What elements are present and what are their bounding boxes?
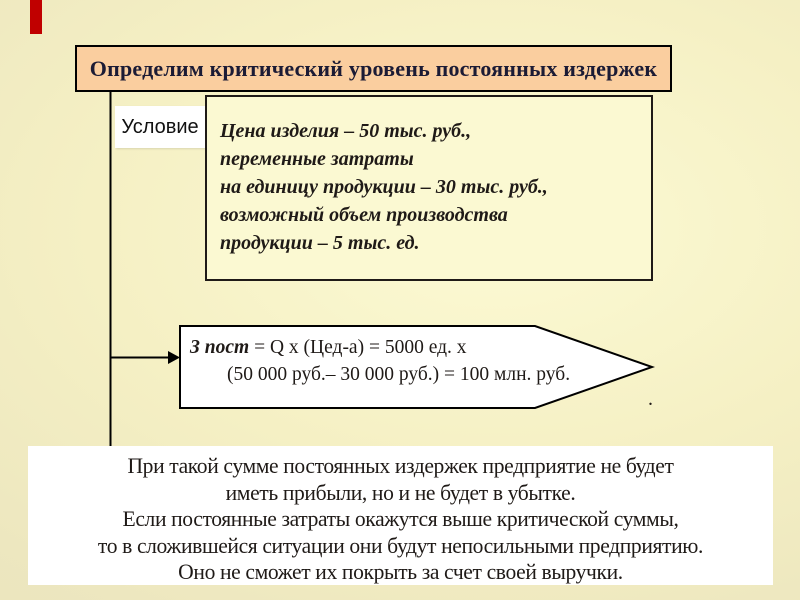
formula-line-1: З пост = Q х (Цед-а) = 5000 ед. х (190, 334, 620, 361)
conclusion-line: Если постоянные затраты окажутся выше кр… (122, 506, 679, 531)
slide-title: Определим критический уровень постоянных… (89, 55, 658, 81)
condition-line: на единицу продукции – 30 тыс. руб., (220, 176, 548, 198)
condition-label-box: Условие (115, 106, 205, 148)
condition-line: продукции – 5 тыс. ед. (220, 232, 420, 254)
conclusion-box: При такой сумме постоянных издержек пред… (28, 446, 773, 585)
connector-arrowhead (168, 351, 180, 364)
condition-line: возможный объем производства (220, 204, 508, 226)
conclusion-line: иметь прибыли, но и не будет в убытке. (225, 479, 576, 505)
conclusion-line: Оно не сможет их покрыть за счет своей в… (178, 559, 623, 584)
condition-line: Цена изделия – 50 тыс. руб., (220, 120, 472, 142)
condition-box: Цена изделия – 50 тыс. руб., переменные … (205, 95, 653, 281)
condition-label: Условие (121, 115, 199, 138)
formula-line-1-rest: = Q х (Цед-а) = 5000 ед. х (249, 337, 467, 358)
title-box: Определим критический уровень постоянных… (75, 45, 672, 92)
conclusion-line: При такой сумме постоянных издержек пред… (127, 453, 674, 478)
red-accent-bar (30, 0, 42, 34)
formula-term: З пост (190, 337, 250, 358)
formula-line-2: (50 000 руб.– 30 000 руб.) = 100 млн. ру… (227, 364, 571, 385)
conclusion-text: При такой сумме постоянных издержек пред… (43, 453, 758, 586)
formula-text: З пост = Q х (Цед-а) = 5000 ед. х (50 00… (190, 334, 620, 388)
conclusion-line: то в сложившейся ситуации они будут непо… (97, 532, 704, 558)
stray-period: . (648, 388, 653, 410)
condition-line: переменные затраты (220, 148, 414, 170)
